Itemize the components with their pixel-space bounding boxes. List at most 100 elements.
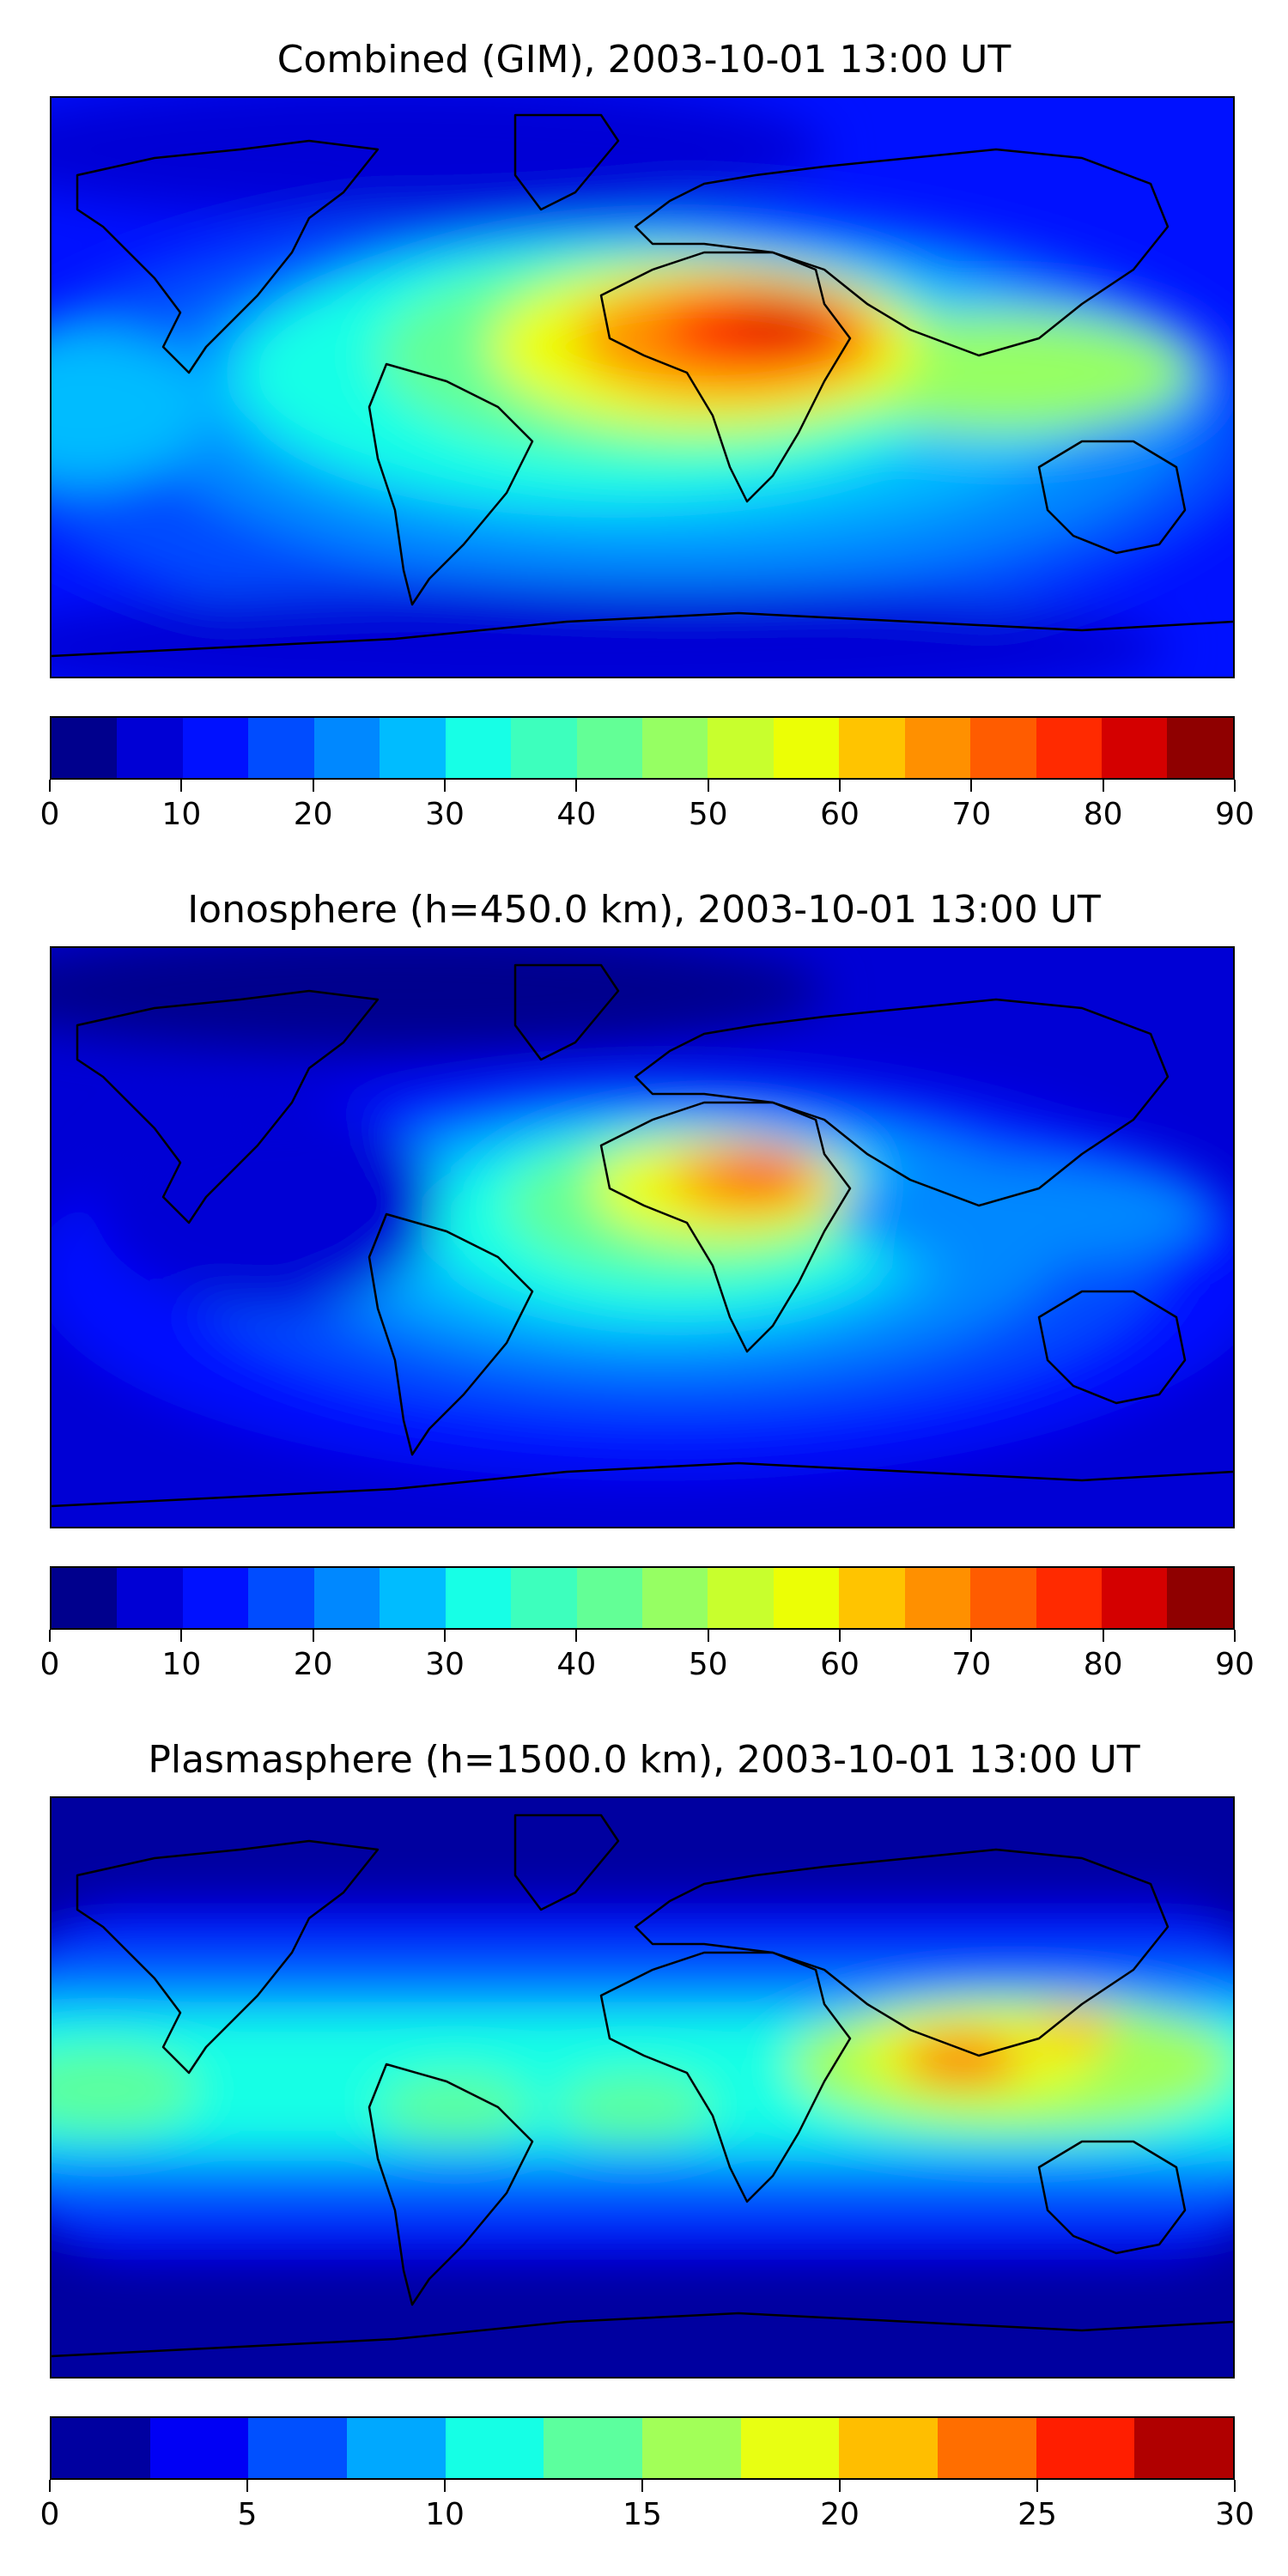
colorbar-segment <box>970 1568 1036 1628</box>
panel-3-map <box>50 1796 1235 2379</box>
colorbar-tick-label: 30 <box>425 1647 465 1682</box>
colorbar-tick-label: 40 <box>556 1647 597 1682</box>
colorbar-tick-label: 20 <box>820 2497 860 2532</box>
colorbar-segment <box>248 718 314 778</box>
colorbar-segment <box>773 718 840 778</box>
panel-2-colorbar-ticks: 0 10 20 30 40 50 60 70 80 90 <box>40 1630 1255 1682</box>
colorbar-tick <box>444 1630 446 1642</box>
greenland-coast <box>513 113 620 211</box>
australia-coast <box>1037 1290 1187 1405</box>
colorbar-segment <box>445 718 512 778</box>
p3-africa-green <box>558 2073 713 2142</box>
colorbar-tick <box>1102 780 1104 792</box>
antarctica-coast <box>52 2312 1233 2358</box>
colorbar-tick <box>575 1630 578 1642</box>
colorbar-tick-label: 5 <box>237 2497 258 2532</box>
colorbar-segment <box>248 2418 348 2478</box>
australia-coast <box>1037 2140 1187 2255</box>
colorbar-segment <box>117 1568 183 1628</box>
colorbar-tick <box>312 780 314 792</box>
colorbar-segment <box>182 1568 249 1628</box>
panel-1-colorbar-ticks: 0 10 20 30 40 50 60 70 80 90 <box>40 780 1255 832</box>
p2-asia-band <box>833 1163 1211 1266</box>
australia-coast <box>1037 440 1187 555</box>
panel-3-colorbar <box>50 2416 1235 2480</box>
colorbar-segment <box>511 718 577 778</box>
colorbar-segment <box>544 2418 643 2478</box>
north-america-coast <box>76 139 380 374</box>
p3-samerica-green <box>378 2073 532 2142</box>
colorbar-tick-label: 70 <box>951 1647 992 1682</box>
colorbar-segment <box>1134 2418 1234 2478</box>
colorbar-tick <box>49 2480 51 2492</box>
colorbar-segment <box>149 2418 249 2478</box>
colorbar-segment <box>773 1568 840 1628</box>
colorbar-segment <box>1036 2418 1135 2478</box>
p1-north-low <box>52 98 824 218</box>
colorbar-tick-label: 15 <box>623 2497 662 2532</box>
colorbar-tick <box>180 1630 183 1642</box>
colorbar-tick-label: 50 <box>688 797 728 832</box>
colorbar-segment <box>313 718 380 778</box>
panel-2-coastlines <box>52 963 1233 1508</box>
colorbar-segment <box>641 718 708 778</box>
colorbar-tick-label: 20 <box>293 797 333 832</box>
north-america-coast <box>76 1839 380 2075</box>
panel-1-map <box>50 96 1235 678</box>
colorbar-segment <box>839 718 905 778</box>
colorbar-segment <box>708 1568 774 1628</box>
colorbar-tick-label: 60 <box>820 1647 860 1682</box>
colorbar-tick-label: 0 <box>39 1647 60 1682</box>
colorbar-tick <box>312 1630 314 1642</box>
colorbar-tick <box>246 2480 248 2492</box>
p2-north-low <box>52 948 824 1051</box>
colorbar-segment <box>938 2418 1036 2478</box>
p2-pacific-low <box>94 1103 438 1309</box>
colorbar-tick-label: 80 <box>1083 1647 1123 1682</box>
eurasia-coast <box>634 998 1170 1207</box>
panel-1-heatmap <box>52 98 1233 677</box>
panel-2-map <box>50 946 1235 1528</box>
colorbar-tick-label: 10 <box>161 1647 202 1682</box>
colorbar-segment <box>52 2418 150 2478</box>
colorbar-segment <box>313 1568 380 1628</box>
eurasia-coast <box>634 1848 1170 2057</box>
north-america-coast <box>76 989 380 1224</box>
panel-1-title: Combined (GIM), 2003-10-01 13:00 UT <box>276 38 1012 82</box>
panel-2-colorbar <box>50 1566 1235 1630</box>
colorbar-tick-label: 30 <box>1215 2497 1255 2532</box>
colorbar-segment <box>576 1568 642 1628</box>
colorbar-tick <box>839 780 841 792</box>
colorbar-segment <box>740 2418 840 2478</box>
p2-peak <box>721 1156 807 1190</box>
colorbar-segment <box>445 1568 512 1628</box>
colorbar-tick <box>707 1630 709 1642</box>
eurasia-coast <box>634 148 1170 357</box>
colorbar-segment <box>511 1568 577 1628</box>
panel-2-heatmap <box>52 948 1233 1527</box>
p3-pacific-green <box>52 2047 197 2133</box>
colorbar-tick <box>1036 2480 1038 2492</box>
south-america-coast <box>368 362 534 606</box>
colorbar-segment <box>839 2418 939 2478</box>
colorbar-segment <box>52 1568 118 1628</box>
colorbar-tick-label: 50 <box>688 1647 728 1682</box>
colorbar-tick <box>839 1630 841 1642</box>
colorbar-segment <box>52 718 118 778</box>
colorbar-tick-label: 70 <box>951 797 992 832</box>
colorbar-tick-label: 10 <box>425 2497 465 2532</box>
colorbar-segment <box>1167 1568 1233 1628</box>
colorbar-tick <box>1102 1630 1104 1642</box>
colorbar-tick <box>444 2480 446 2492</box>
p3-asia-orange <box>902 2036 1022 2084</box>
panel-3-heatmap <box>52 1798 1233 2377</box>
panel-3-coastlines <box>52 1814 1233 2358</box>
panel-1-colorbar <box>50 716 1235 780</box>
colorbar-tick <box>49 1630 51 1642</box>
colorbar-segment <box>642 2418 741 2478</box>
colorbar-tick <box>970 1630 973 1642</box>
panel-2-title: Ionosphere (h=450.0 km), 2003-10-01 13:0… <box>187 888 1101 932</box>
colorbar-segment <box>117 718 183 778</box>
colorbar-segment <box>904 718 971 778</box>
colorbar-segment <box>445 2418 544 2478</box>
